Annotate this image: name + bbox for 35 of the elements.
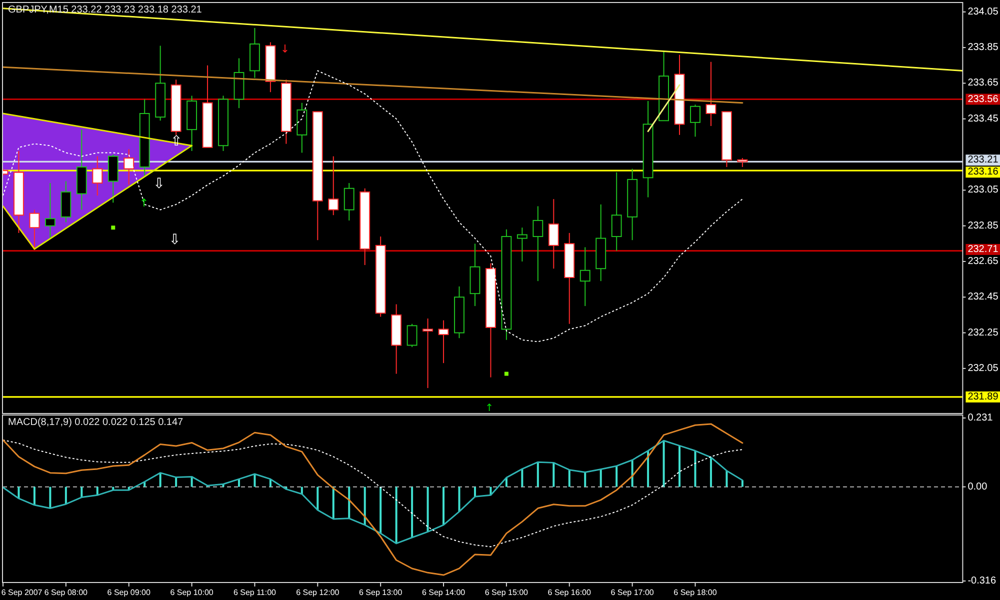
y-tick-label: 233.85 bbox=[968, 42, 999, 54]
ref-line-label: 232.71 bbox=[968, 244, 999, 255]
x-tick-label: 6 Sep 12:00 bbox=[296, 588, 340, 597]
y-tick-label: 233.65 bbox=[968, 78, 999, 89]
annotation: ↓ bbox=[280, 42, 290, 56]
ref-line-label: 233.56 bbox=[968, 94, 999, 105]
x-tick-label: 6 Sep 14:00 bbox=[422, 588, 466, 597]
x-tick-label: 6 Sep 17:00 bbox=[610, 588, 654, 597]
y-tick-label: 232.65 bbox=[968, 256, 999, 267]
y-tick-label: 0.231 bbox=[968, 412, 994, 424]
y-tick-label: 0.00 bbox=[968, 481, 988, 492]
y-tick-label: 233.45 bbox=[968, 113, 999, 124]
x-tick-label: 6 Sep 08:00 bbox=[44, 588, 88, 597]
ref-line-label: 231.89 bbox=[968, 391, 999, 402]
x-tick-label: 6 Sep 10:00 bbox=[170, 588, 214, 597]
annotation: ⇩ bbox=[168, 232, 181, 248]
ref-line-label: 233.21 bbox=[968, 154, 999, 166]
y-tick-label: 232.05 bbox=[968, 362, 999, 374]
x-tick-label: 6 Sep 16:00 bbox=[548, 588, 592, 597]
ref-line-label: 233.16 bbox=[968, 166, 999, 178]
y-tick-label: 234.05 bbox=[968, 6, 999, 18]
y-tick-label: 232.45 bbox=[968, 292, 999, 303]
x-tick-label: 6 Sep 09:00 bbox=[107, 588, 151, 597]
y-tick-label: 232.85 bbox=[968, 220, 999, 232]
x-tick-label: 6 Sep 2007 bbox=[1, 588, 43, 597]
y-tick-label: 232.25 bbox=[968, 327, 999, 338]
annotation: ↑ bbox=[485, 403, 494, 414]
x-tick-label: 6 Sep 11:00 bbox=[233, 588, 277, 597]
x-tick-label: 6 Sep 15:00 bbox=[484, 588, 529, 597]
y-tick-label: 233.05 bbox=[968, 184, 999, 196]
annotation: ⇩ bbox=[153, 176, 165, 192]
x-tick-label: 6 Sep 13:00 bbox=[359, 588, 403, 597]
chart-title: MACD(8,17,9) 0.022 0.022 0.125 0.147 bbox=[8, 417, 184, 428]
x-tick-label: 6 Sep 18:00 bbox=[674, 588, 718, 597]
y-tick-label: -0.316 bbox=[968, 576, 996, 587]
